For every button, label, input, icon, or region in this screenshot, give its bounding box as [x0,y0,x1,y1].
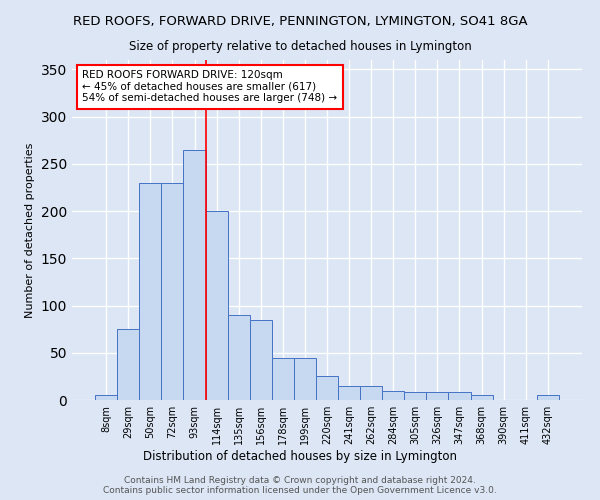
Bar [250,320,272,400]
Bar [448,392,470,400]
Bar [272,358,294,400]
Text: RED ROOFS FORWARD DRIVE: 120sqm
← 45% of detached houses are smaller (617)
54% o: RED ROOFS FORWARD DRIVE: 120sqm ← 45% of… [82,70,337,103]
Y-axis label: Number of detached properties: Number of detached properties [25,142,35,318]
Text: Contains HM Land Registry data © Crown copyright and database right 2024.
Contai: Contains HM Land Registry data © Crown c… [103,476,497,495]
Bar [470,396,493,400]
Bar [427,392,448,400]
Bar [404,392,427,400]
Bar [139,183,161,400]
Bar [184,150,206,400]
Text: RED ROOFS, FORWARD DRIVE, PENNINGTON, LYMINGTON, SO41 8GA: RED ROOFS, FORWARD DRIVE, PENNINGTON, LY… [73,15,527,28]
Text: Size of property relative to detached houses in Lymington: Size of property relative to detached ho… [128,40,472,53]
Bar [206,211,227,400]
Bar [294,358,316,400]
Bar [338,386,360,400]
Bar [161,183,184,400]
Bar [316,376,338,400]
Bar [360,386,382,400]
Bar [95,396,117,400]
Bar [382,390,404,400]
Bar [117,329,139,400]
Bar [537,396,559,400]
Text: Distribution of detached houses by size in Lymington: Distribution of detached houses by size … [143,450,457,463]
Bar [227,315,250,400]
